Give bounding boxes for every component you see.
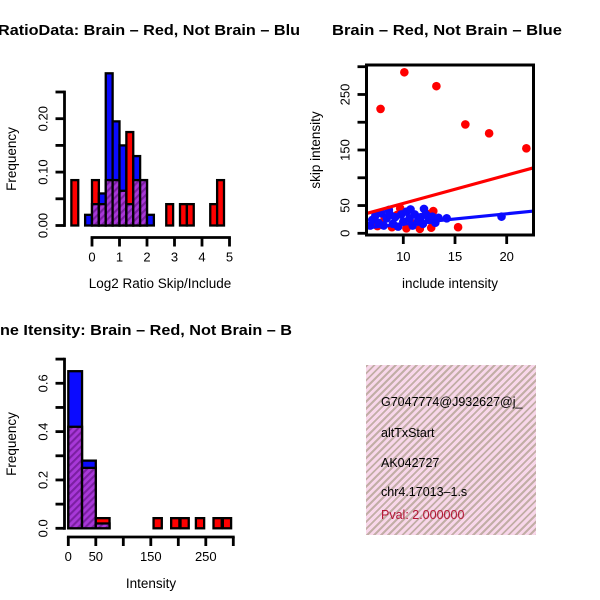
histogram-bar [212, 516, 223, 530]
histogram-bar [145, 213, 156, 227]
info-line-accession: AK042727 [381, 456, 440, 470]
histogram-bar [194, 516, 206, 530]
y-tick-label: 0.0 [36, 519, 51, 537]
ratio-histogram-xlabel: Log2 Ratio Skip/Include [89, 276, 232, 291]
ratio-histogram-title: RatioData: Brain – Red, Not Brain – Blu [0, 22, 300, 39]
red-regression-line [366, 166, 535, 215]
histogram-overlap-bar [80, 466, 97, 530]
x-tick-label: 150 [140, 549, 162, 564]
x-tick-label: 5 [226, 250, 233, 265]
intensity-histogram-ylabel: Frequency [4, 412, 19, 476]
y-tick-label: 250 [338, 84, 353, 106]
x-tick-label: 15 [448, 249, 462, 264]
x-tick-label: 4 [198, 250, 205, 265]
histogram-overlap-bar [94, 522, 111, 530]
ratio-histogram-panel: 0.00 0.10 0.20 0 1 2 3 4 5 RatioData: Brain – Re… [0, 22, 300, 291]
histogram-bar [169, 516, 181, 530]
x-tick-label: 3 [171, 250, 178, 265]
x-tick-label: 0 [88, 250, 95, 265]
y-tick-label: 150 [338, 139, 353, 161]
red-data-point [484, 129, 494, 138]
x-tick-label: 1 [116, 250, 123, 265]
y-tick-label: 0.6 [36, 374, 51, 392]
histogram-bar [179, 516, 190, 530]
red-data-point [522, 144, 531, 153]
x-tick-label: 0 [65, 549, 72, 564]
red-data-point [432, 81, 441, 91]
plot-box [365, 63, 535, 237]
intensity-histogram-plot-area: 0.0 0.2 0.4 0.6 0 50 150 250 [36, 357, 235, 564]
info-line-gene-id: G7047774@J932627@j_ [381, 395, 523, 409]
scatter-plot-area: 0 50 150 250 10 15 20 [338, 63, 535, 264]
histogram-bar [165, 202, 175, 227]
histogram-bar [215, 178, 226, 227]
histogram-bar [185, 202, 195, 227]
red-data-point [376, 104, 385, 114]
x-tick-label: 50 [89, 549, 103, 564]
y-tick-label: 0.10 [36, 159, 51, 184]
y-tick-label: 0.4 [36, 423, 51, 441]
red-data-point [400, 67, 409, 77]
x-tick-label: 2 [143, 250, 150, 265]
histogram-bar [70, 178, 80, 227]
histogram-overlap-bar [138, 178, 149, 227]
histogram-overlap-bar [67, 425, 84, 530]
red-data-point [461, 120, 470, 129]
info-box: G7047774@J932627@j_ altTxStart AK042727 … [366, 365, 536, 535]
y-tick-label: 50 [338, 198, 353, 212]
scatter-ylabel: skip intensity [308, 111, 323, 189]
y-tick-label: 0.2 [36, 471, 51, 489]
info-line-locus: chr4.17013–1.s [381, 485, 468, 499]
intensity-histogram-panel: 0.0 0.2 0.4 0.6 0 50 150 250 ne Itensity: Brain… [0, 322, 292, 591]
y-tick-label: 0.20 [36, 106, 51, 131]
red-data-point [453, 222, 463, 232]
ratio-histogram-ylabel: Frequency [4, 127, 19, 191]
intensity-histogram-title: ne Itensity: Brain – Red, Not Brain – B [0, 322, 292, 339]
x-tick-label: 20 [499, 249, 513, 264]
histogram-bar [221, 516, 233, 530]
scatter-xlabel: include intensity [402, 276, 498, 291]
scatter-panel: 0 50 150 250 10 15 20 Brain – Red, Not Brain –… [308, 22, 562, 291]
x-tick-label: 250 [195, 549, 217, 564]
intensity-histogram-xlabel: Intensity [126, 576, 177, 591]
y-tick-label: 0 [338, 230, 353, 237]
y-tick-label: 0.00 [36, 213, 51, 238]
histogram-bar [152, 516, 163, 530]
ratio-histogram-plot-area: 0.00 0.10 0.20 0 1 2 3 4 5 [36, 72, 233, 265]
blue-regression-line [366, 209, 534, 230]
info-line-pval: Pval: 2.000000 [381, 508, 465, 522]
x-tick-label: 10 [396, 249, 410, 264]
scatter-title: Brain – Red, Not Brain – Blue [332, 22, 562, 39]
info-line-event-type: altTxStart [381, 426, 435, 440]
